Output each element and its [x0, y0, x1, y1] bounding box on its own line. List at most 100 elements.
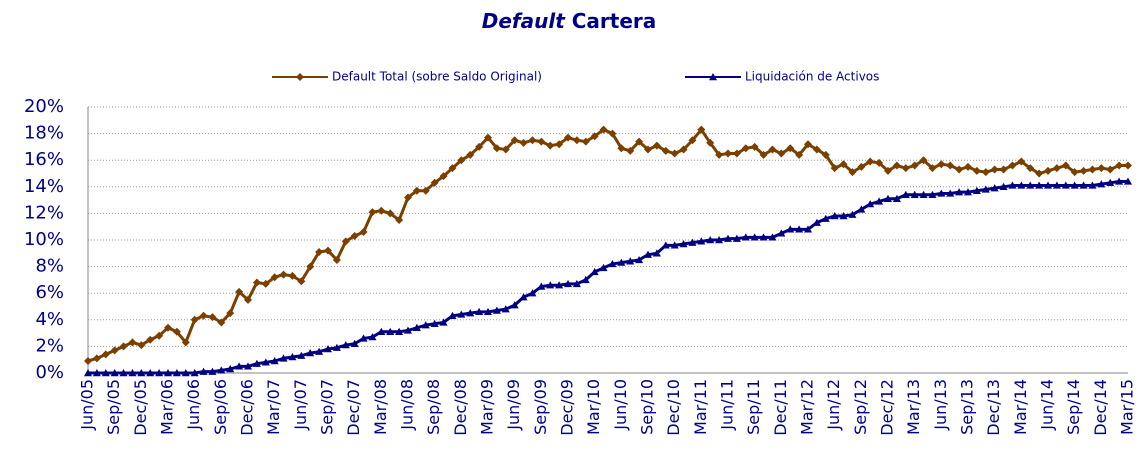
- marker: [626, 257, 635, 265]
- marker: [404, 326, 412, 334]
- marker: [359, 228, 368, 237]
- marker: [492, 144, 501, 153]
- marker: [217, 318, 226, 327]
- marker: [910, 190, 919, 198]
- marker: [564, 279, 572, 288]
- marker: [252, 278, 261, 287]
- marker: [946, 189, 955, 197]
- marker: [590, 267, 599, 276]
- y-tick-label: 10%: [24, 229, 64, 250]
- marker: [1070, 168, 1079, 177]
- marker: [652, 249, 661, 257]
- marker: [1088, 181, 1097, 189]
- marker: [777, 229, 786, 237]
- marker: [395, 327, 404, 335]
- marker: [804, 225, 812, 233]
- marker: [875, 197, 884, 205]
- marker: [777, 149, 786, 158]
- x-tick-label: Sep/06: [211, 379, 230, 435]
- marker: [599, 125, 608, 134]
- marker: [688, 136, 697, 145]
- marker: [279, 270, 288, 279]
- marker: [261, 358, 270, 366]
- marker: [359, 334, 368, 342]
- marker: [92, 354, 101, 363]
- marker: [644, 250, 652, 258]
- marker: [484, 307, 492, 316]
- x-tick-label: Mar/15: [1118, 379, 1137, 435]
- x-tick-label: Mar/08: [371, 379, 390, 435]
- marker: [386, 327, 395, 335]
- marker: [857, 205, 866, 213]
- marker: [937, 160, 946, 169]
- marker: [146, 369, 155, 377]
- marker: [786, 225, 795, 233]
- marker: [1026, 164, 1035, 173]
- marker: [661, 241, 670, 249]
- marker: [972, 186, 981, 194]
- marker: [84, 369, 92, 377]
- marker: [972, 166, 981, 175]
- marker: [999, 165, 1008, 174]
- marker: [546, 281, 555, 289]
- marker: [795, 225, 804, 233]
- marker: [892, 161, 901, 170]
- marker: [164, 323, 172, 332]
- marker: [955, 165, 964, 174]
- marker: [528, 136, 537, 145]
- marker: [795, 150, 804, 159]
- marker: [546, 141, 555, 150]
- marker: [875, 158, 884, 167]
- marker: [617, 258, 626, 266]
- marker: [866, 200, 875, 208]
- x-tick-label: Dec/12: [878, 379, 897, 436]
- marker: [590, 132, 599, 141]
- x-tick-label: Dec/13: [984, 379, 1003, 436]
- marker: [884, 194, 892, 202]
- marker: [750, 142, 759, 151]
- chart-title: Default Cartera: [482, 9, 657, 33]
- x-tick-label: Mar/12: [798, 379, 817, 435]
- marker: [1115, 161, 1124, 170]
- marker: [288, 353, 297, 361]
- marker: [670, 149, 679, 158]
- marker: [377, 206, 386, 215]
- marker: [448, 311, 457, 320]
- marker: [608, 129, 617, 138]
- marker: [1115, 177, 1124, 185]
- marker: [715, 236, 724, 244]
- marker: [732, 234, 741, 242]
- x-tick-label: Jun/11: [718, 379, 737, 431]
- marker: [1044, 166, 1052, 175]
- x-tick-label: Dec/09: [558, 379, 577, 436]
- marker: [279, 354, 288, 362]
- title-main: Cartera: [572, 9, 657, 33]
- marker: [341, 341, 350, 349]
- marker: [101, 350, 110, 359]
- marker: [537, 282, 546, 290]
- marker: [190, 315, 199, 324]
- marker: [457, 310, 466, 318]
- marker: [706, 236, 715, 244]
- marker: [350, 339, 359, 347]
- marker: [306, 262, 315, 271]
- x-tick-label: Sep/12: [851, 379, 870, 435]
- marker: [706, 138, 715, 147]
- marker: [368, 333, 377, 341]
- marker: [599, 263, 608, 272]
- marker: [519, 293, 528, 301]
- marker: [332, 255, 341, 264]
- marker: [910, 161, 919, 170]
- marker: [608, 259, 617, 268]
- x-tick-label: Sep/14: [1064, 379, 1083, 435]
- x-tick-label: Dec/14: [1091, 379, 1110, 436]
- marker: [501, 145, 510, 154]
- marker: [901, 190, 910, 198]
- marker: [155, 369, 164, 377]
- marker: [1052, 181, 1061, 189]
- marker: [101, 369, 110, 377]
- marker: [1008, 181, 1017, 189]
- y-tick-label: 4%: [35, 309, 64, 330]
- marker: [297, 351, 306, 359]
- marker: [999, 182, 1008, 190]
